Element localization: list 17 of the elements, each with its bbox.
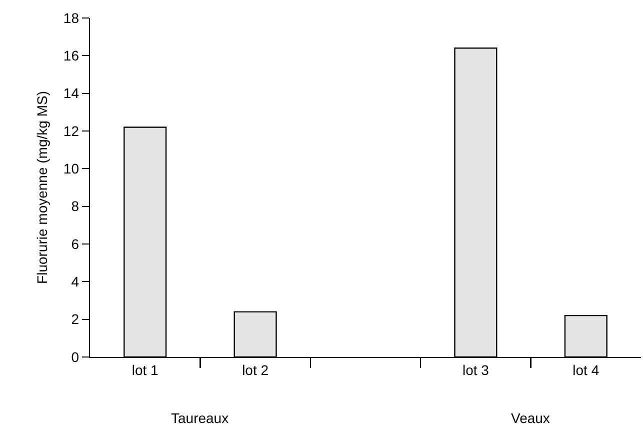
y-tick-label: 16 bbox=[63, 48, 80, 64]
y-tick-label: 2 bbox=[71, 311, 80, 328]
y-tick-label: 18 bbox=[63, 10, 80, 26]
text: Veaux bbox=[511, 410, 550, 426]
x-tick-label: lot 4 bbox=[572, 362, 600, 378]
y-tick-label: 10 bbox=[63, 160, 80, 177]
y-tick-label: 8 bbox=[71, 198, 80, 214]
y-tick-label: 4 bbox=[71, 274, 80, 290]
y-axis-title: Fluorurie moyenne (mg/kg MS) bbox=[34, 91, 50, 284]
y-tick-label: 12 bbox=[63, 122, 80, 139]
text: Taureaux bbox=[171, 410, 229, 426]
y-tick-label: 0 bbox=[71, 348, 80, 365]
x-tick-label: lot 1 bbox=[132, 362, 159, 378]
x-tick-label: lot 3 bbox=[462, 362, 490, 378]
y-tick-label: 14 bbox=[63, 85, 80, 102]
x-tick-label: lot 2 bbox=[242, 362, 269, 378]
y-tick-label: 6 bbox=[71, 236, 80, 252]
